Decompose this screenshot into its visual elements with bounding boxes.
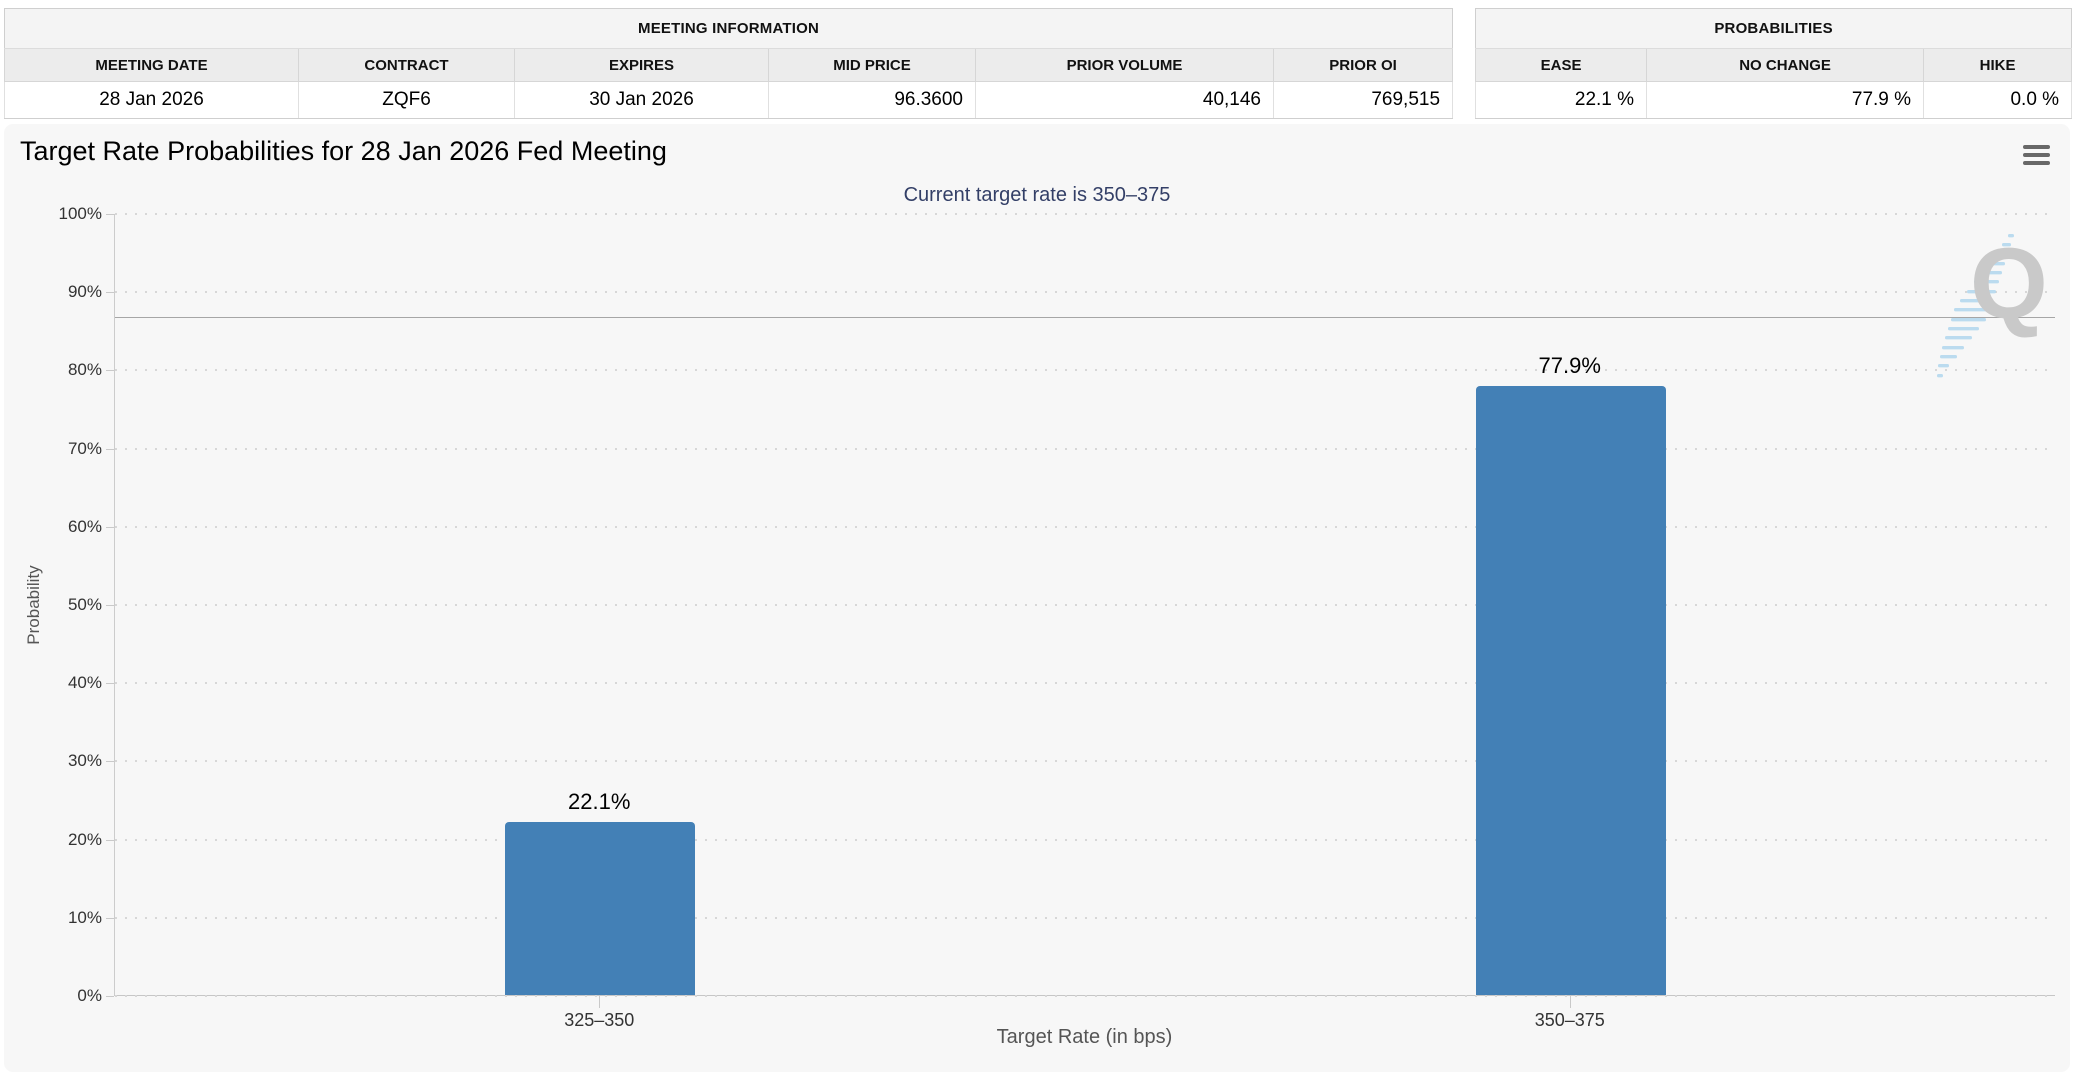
probabilities-title: PROBABILITIES: [1475, 8, 2072, 49]
y-axis-tickmark: [106, 370, 114, 372]
y-gridline: [115, 369, 2055, 372]
y-axis-tick-label: 40%: [67, 673, 102, 693]
y-gridline: [115, 291, 2055, 294]
reference-line: [115, 317, 2055, 319]
chart-title: Target Rate Probabilities for 28 Jan 202…: [20, 136, 667, 166]
bar-value-label: 22.1%: [568, 789, 631, 815]
column-header: PRIOR OI: [1272, 48, 1454, 82]
table-cell-value: 96.3600: [768, 81, 976, 119]
column-header: HIKE: [1923, 48, 2073, 82]
hamburger-icon: [2023, 145, 2050, 149]
y-gridline: [115, 682, 2055, 685]
table-cell-value: 40,146: [975, 81, 1274, 119]
y-gridline: [115, 525, 2055, 528]
table-cell-value: ZQF6: [298, 81, 515, 119]
y-axis-tick-label: 20%: [67, 829, 102, 849]
x-axis-tickmark: [599, 996, 601, 1008]
column-header: CONTRACT: [298, 48, 515, 82]
x-axis-tick-label: 350–375: [1534, 1010, 1605, 1030]
chart-subtitle: Current target rate is 350–375: [903, 184, 1171, 206]
chart-menu-button[interactable]: [2023, 145, 2050, 169]
y-gridline: [115, 916, 2055, 919]
y-axis-tickmark: [106, 448, 114, 450]
hamburger-icon: [2023, 161, 2050, 165]
column-header: PRIOR VOLUME: [975, 48, 1274, 82]
bar: [1475, 385, 1666, 995]
y-axis-tickmark: [106, 526, 114, 528]
bar: [505, 822, 696, 995]
column-header: MEETING DATE: [4, 48, 299, 82]
y-gridline: [115, 604, 2055, 606]
plot-area: [114, 213, 2055, 997]
column-header: EASE: [1475, 48, 1648, 82]
table-cell-value: 0.0 %: [1923, 81, 2073, 119]
y-axis-tick-label: 70%: [67, 438, 102, 458]
y-gridline: [115, 995, 2055, 997]
table-cell-value: 77.9 %: [1646, 81, 1925, 119]
y-axis-tick-label: 90%: [67, 282, 102, 302]
meeting-information-table: MEETING INFORMATION MEETING DATE CONTRACT…: [4, 8, 1454, 119]
y-axis-tickmark: [106, 839, 114, 841]
column-header: NO CHANGE: [1646, 48, 1925, 82]
table-cell-value: 22.1 %: [1475, 81, 1648, 119]
y-axis-tickmark: [106, 761, 114, 763]
top-tables: MEETING INFORMATION MEETING DATE CONTRACT…: [4, 8, 2073, 119]
meeting-information-title: MEETING INFORMATION: [4, 8, 1453, 49]
table-cell-value: 30 Jan 2026: [514, 81, 769, 119]
y-gridline: [115, 213, 2055, 215]
y-axis-tick-label: 50%: [67, 595, 102, 614]
y-axis-tickmark: [106, 605, 114, 606]
column-header: MID PRICE: [768, 48, 976, 82]
y-gridline: [115, 447, 2055, 450]
hamburger-icon: [2023, 153, 2050, 157]
y-axis-tickmark: [106, 917, 114, 919]
chart-container: Target Rate Probabilities for 28 Jan 202…: [4, 124, 2070, 1072]
y-gridline: [115, 760, 2055, 763]
x-axis-title: Target Rate (in bps): [996, 1026, 1173, 1048]
x-axis-tickmark: [1569, 996, 1571, 1008]
y-axis-tick-label: 10%: [67, 907, 102, 927]
y-axis-tick-label: 100%: [58, 204, 102, 223]
y-axis-tickmark: [106, 214, 114, 215]
y-axis-tickmark: [106, 292, 114, 294]
bar-value-label: 77.9%: [1538, 352, 1601, 378]
y-axis-tick-label: 80%: [67, 360, 102, 380]
table-cell-value: 769,515: [1272, 81, 1454, 119]
y-axis-tick-label: 30%: [67, 751, 102, 771]
probabilities-table: PROBABILITIES EASE NO CHANGE HIKE 22.1 % 77…: [1475, 8, 2073, 119]
x-axis-tick-label: 325–350: [564, 1010, 635, 1030]
table-cell-value: 28 Jan 2026: [4, 81, 299, 119]
y-axis-tick-label: 0%: [77, 986, 102, 1005]
column-header: EXPIRES: [514, 48, 769, 82]
y-gridline: [115, 838, 2055, 841]
y-axis-tickmark: [106, 683, 114, 685]
y-axis-tick-label: 60%: [67, 516, 102, 536]
y-axis-tickmark: [106, 996, 114, 997]
